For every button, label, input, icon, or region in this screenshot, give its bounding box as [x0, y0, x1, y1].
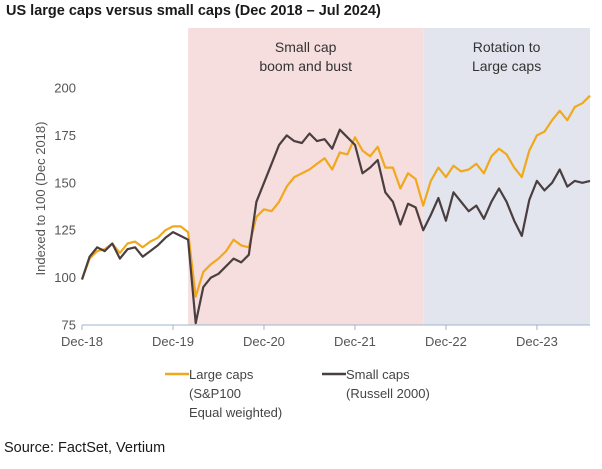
y-tick-label: 75 [62, 318, 76, 333]
shaded-regions: Small cap boom and bust Rotation to Large c… [188, 28, 590, 325]
legend-label-0: Large caps [189, 367, 254, 382]
series-line-0 [80, 94, 591, 298]
legend-label-1: Small caps [346, 367, 410, 382]
shaded-region-label-line1: Small cap [275, 39, 337, 55]
y-axis-label: Indexed to 100 (Dec 2018) [33, 122, 48, 276]
series-lines [80, 94, 591, 325]
x-tick-label: Dec-23 [516, 334, 558, 349]
x-tick-label: Dec-18 [61, 334, 103, 349]
series-line-1 [80, 128, 591, 325]
x-tick-label: Dec-20 [243, 334, 285, 349]
y-tick-label: 125 [54, 223, 76, 238]
y-tick-label: 200 [54, 81, 76, 96]
legend-label-1: (Russell 2000) [346, 386, 430, 401]
legend-label-0: Equal weighted) [189, 405, 282, 420]
x-tick-label: Dec-22 [425, 334, 467, 349]
legend-label-0: (S&P100 [189, 386, 241, 401]
shaded-region-0 [188, 28, 424, 325]
y-tick-label: 100 [54, 270, 76, 285]
axes: 75 100 125 150 175 200 Dec-18 Dec-19 Dec-20 Dec-2… [33, 81, 590, 349]
shaded-region-label-line1: Rotation to [473, 39, 541, 55]
x-tick-label: Dec-19 [152, 334, 194, 349]
source-note: Source: FactSet, Vertium [4, 440, 166, 456]
chart-title: US large caps versus small caps (Dec 201… [6, 3, 381, 19]
y-tick-label: 175 [54, 128, 76, 143]
shaded-region-label-line2: boom and bust [259, 58, 352, 74]
legend: Large caps (S&P100 Equal weighted) Small ca… [165, 367, 430, 420]
y-tick-label: 150 [54, 175, 76, 190]
x-tick-label: Dec-21 [334, 334, 376, 349]
shaded-region-label-line2: Large caps [472, 58, 541, 74]
